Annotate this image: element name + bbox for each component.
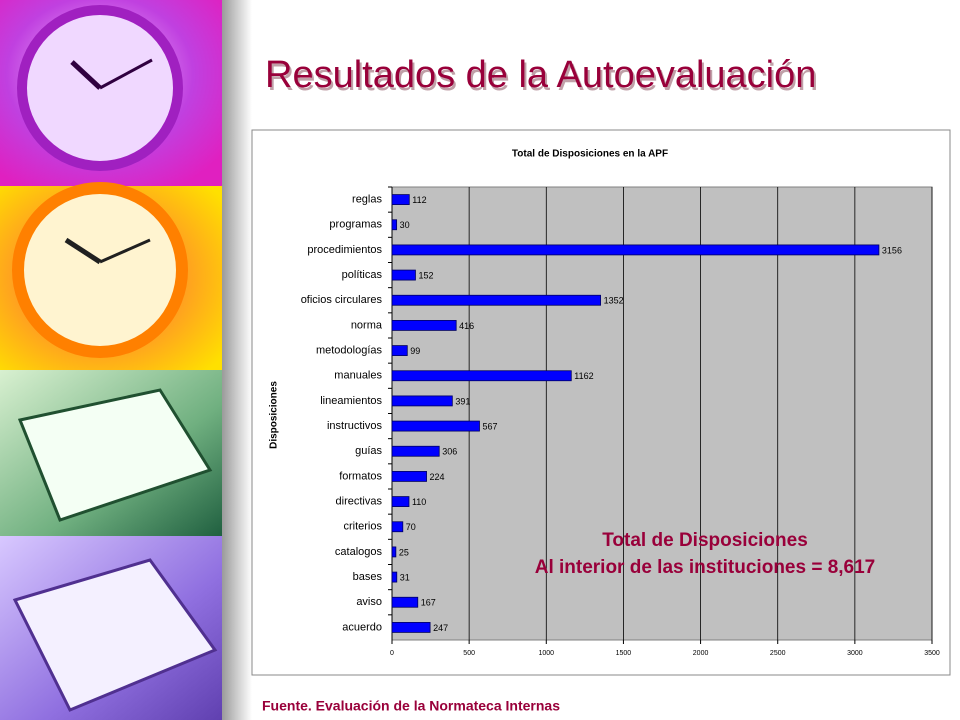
bar xyxy=(391,420,480,432)
bar xyxy=(391,294,601,306)
y-tick-label: reglas xyxy=(352,193,382,205)
bar xyxy=(391,320,457,331)
papers xyxy=(17,388,213,522)
bar xyxy=(391,194,410,205)
y-tick-label: guías xyxy=(355,445,382,457)
y-tick-label: políticas xyxy=(342,269,383,281)
y-tick-label: programas xyxy=(329,219,382,231)
y-tick-label: catalogos xyxy=(335,546,383,558)
clock xyxy=(12,182,188,358)
papers xyxy=(12,558,218,712)
data-label: 25 xyxy=(399,547,409,557)
data-label: 112 xyxy=(412,195,426,205)
data-label: 306 xyxy=(442,447,457,457)
x-tick-label: 3000 xyxy=(847,650,863,657)
bar xyxy=(391,345,408,356)
data-label: 224 xyxy=(430,472,445,482)
data-label: 3156 xyxy=(882,245,902,255)
data-label: 99 xyxy=(410,346,420,356)
bar xyxy=(391,571,398,583)
clock-hand xyxy=(99,58,153,90)
y-tick-label: formatos xyxy=(339,470,382,482)
x-tick-label: 500 xyxy=(463,650,475,657)
chart-title: Total de Disposiciones en la APF xyxy=(512,149,668,160)
bar xyxy=(391,445,440,457)
y-tick-label: lineamientos xyxy=(320,395,382,407)
data-label: 31 xyxy=(400,572,410,582)
y-tick-label: acuerdo xyxy=(342,621,382,633)
bar xyxy=(391,496,410,507)
plot-area xyxy=(391,186,933,641)
clock-hand xyxy=(70,60,102,90)
y-tick-label: norma xyxy=(351,319,383,331)
y-tick-label: procedimientos xyxy=(307,244,382,256)
y-tick-label: criterios xyxy=(343,521,382,533)
data-label: 152 xyxy=(418,270,433,280)
data-label: 1352 xyxy=(604,296,624,306)
y-tick-label: bases xyxy=(353,571,383,583)
bar xyxy=(391,395,453,407)
slide-title: Resultados de la Autoevaluación xyxy=(265,54,816,96)
bar xyxy=(391,269,416,281)
source-note: Fuente. Evaluación de la Normateca Inter… xyxy=(262,698,560,714)
clock-hand xyxy=(64,237,102,265)
x-tick-label: 1500 xyxy=(616,650,632,657)
bar xyxy=(391,596,419,608)
annotation: Al interior de las instituciones = 8,617 xyxy=(535,557,876,578)
bar xyxy=(391,244,880,256)
title-shadow: Resultados de la Autoevaluación xyxy=(267,57,818,99)
x-tick-label: 1000 xyxy=(538,650,554,657)
shadow xyxy=(222,0,252,720)
x-tick-label: 0 xyxy=(390,650,394,657)
bar xyxy=(391,521,404,533)
y-tick-label: oficios circulares xyxy=(301,294,383,306)
clock-hand xyxy=(99,238,151,264)
bar xyxy=(391,471,427,482)
y-tick-label: metodologías xyxy=(316,344,383,356)
data-label: 1162 xyxy=(574,371,593,381)
bar xyxy=(391,622,431,633)
y-tick-label: aviso xyxy=(356,596,382,608)
y-tick-label: instructivos xyxy=(327,420,383,432)
y-tick-label: manuales xyxy=(334,370,382,382)
bar xyxy=(391,546,397,558)
data-label: 247 xyxy=(433,623,448,633)
y-axis-title: Disposiciones xyxy=(269,381,280,449)
x-tick-label: 2500 xyxy=(770,650,786,657)
bar xyxy=(391,219,398,231)
x-tick-label: 3500 xyxy=(924,650,940,657)
side-images xyxy=(0,0,252,720)
bar xyxy=(391,370,572,382)
y-tick-label: directivas xyxy=(336,495,383,507)
data-label: 110 xyxy=(412,497,426,507)
data-label: 416 xyxy=(459,321,474,331)
data-label: 70 xyxy=(406,522,416,532)
annotation: Total de Disposiciones xyxy=(602,530,808,551)
data-label: 30 xyxy=(400,220,410,230)
data-label: 567 xyxy=(482,421,497,431)
x-tick-label: 2000 xyxy=(693,650,709,657)
data-label: 391 xyxy=(455,396,470,406)
data-label: 167 xyxy=(421,598,436,608)
